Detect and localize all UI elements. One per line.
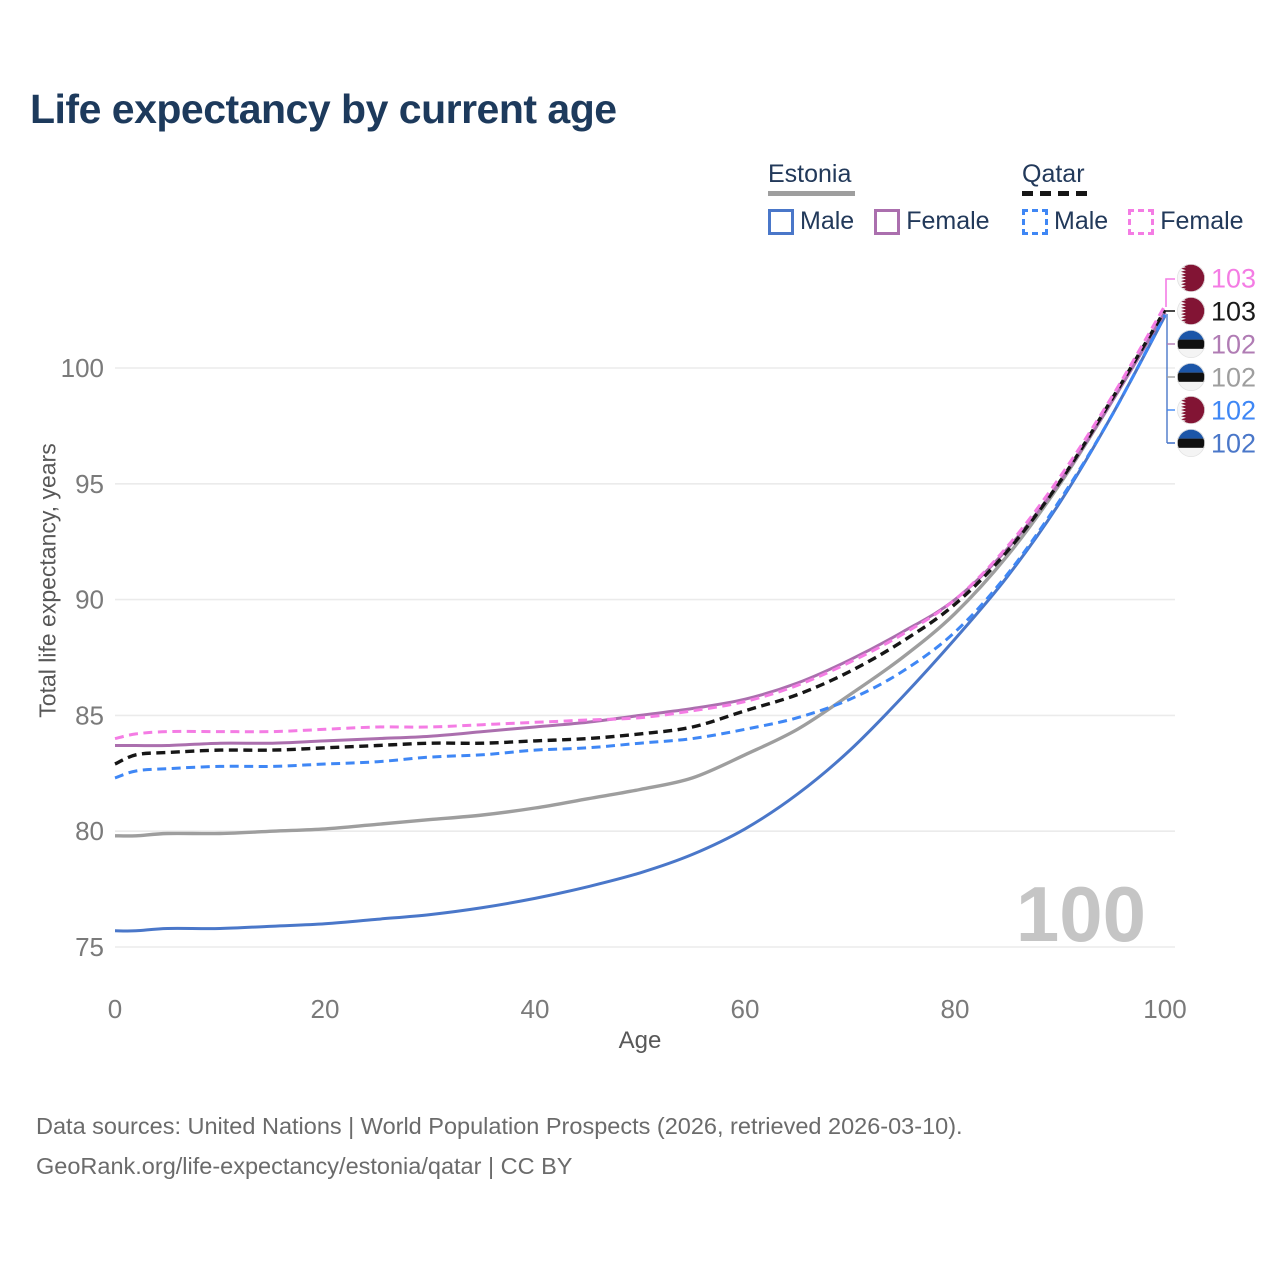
end-label-estonia-both-sexes: 102 (1177, 363, 1256, 393)
y-tick-label: 85 (75, 700, 104, 730)
legend-qatar-female-swatch[interactable] (1128, 208, 1155, 235)
end-label-qatar-female: 103 (1177, 264, 1256, 294)
end-label-qatar-both-sexes: 103 (1177, 297, 1256, 327)
legend-qatar-male-label[interactable]: Male (1054, 207, 1109, 235)
legend-qatar-female-label[interactable]: Female (1160, 207, 1244, 235)
series-line-qatar-both[interactable] (114, 309, 1167, 766)
end-label-value: 102 (1211, 330, 1256, 360)
y-tick-label: 100 (61, 353, 104, 383)
y-axis-title: Total life expectancy, years (34, 443, 61, 718)
x-axis-title: Age (619, 1027, 662, 1054)
x-tick-label: 100 (1143, 994, 1186, 1024)
x-tick-label: 60 (731, 994, 760, 1024)
end-label-value: 103 (1211, 297, 1256, 327)
chart-title: Life expectancy by current age (30, 86, 617, 132)
grid: 75 80 85 90 95 100 0 20 40 60 80 100 Age (61, 353, 1187, 1054)
age-watermark: 100 (1016, 870, 1146, 958)
legend-estonia-label[interactable]: Estonia (768, 160, 852, 188)
series-line-estonia-both[interactable] (114, 311, 1167, 838)
legend-estonia-female-swatch[interactable] (874, 208, 901, 235)
end-label-value: 102 (1211, 363, 1256, 393)
estonia-flag-icon (1177, 363, 1205, 391)
source-line-1: Data sources: United Nations | World Pop… (36, 1113, 963, 1139)
end-label-value: 103 (1211, 264, 1256, 294)
estonia-flag-icon (1177, 429, 1205, 457)
source-line-2: GeoRank.org/life-expectancy/estonia/qata… (36, 1153, 573, 1179)
x-tick-label: 40 (521, 994, 550, 1024)
qatar-flag-icon (1177, 264, 1205, 292)
end-label-qatar-male: 102 (1177, 396, 1256, 426)
legend-qatar-both-swatch[interactable] (1022, 191, 1090, 196)
legend-group-estonia: Estonia Male Female (768, 160, 1010, 236)
legend-qatar-label[interactable]: Qatar (1022, 160, 1085, 188)
qatar-flag-icon (1177, 396, 1205, 424)
end-label-leaders (1165, 278, 1175, 444)
legend-qatar-male-swatch[interactable] (1022, 208, 1048, 235)
legend-group-qatar: Qatar Male Female (1022, 160, 1264, 236)
series-line-qatar-female[interactable] (114, 304, 1167, 741)
legend-estonia-male-label[interactable]: Male (800, 207, 855, 235)
series-line-qatar-male[interactable] (114, 314, 1167, 780)
y-tick-label: 75 (75, 932, 104, 962)
end-label-value: 102 (1211, 396, 1256, 426)
x-tick-label: 0 (108, 994, 122, 1024)
end-label-estonia-female: 102 (1177, 330, 1256, 360)
series-line-estonia-male[interactable] (114, 315, 1167, 933)
y-tick-label: 90 (75, 585, 104, 615)
series-lines (114, 304, 1167, 933)
x-tick-label: 80 (941, 994, 970, 1024)
x-tick-label: 20 (311, 994, 340, 1024)
end-label-estonia-male: 102 (1177, 429, 1256, 459)
source-footer: Data sources: United Nations | World Pop… (36, 1106, 963, 1186)
qatar-flag-icon (1177, 297, 1205, 325)
y-tick-label: 80 (75, 816, 104, 846)
y-tick-label: 95 (75, 469, 104, 499)
legend-estonia-male-swatch[interactable] (768, 208, 794, 235)
end-label-value: 102 (1211, 429, 1256, 459)
legend-estonia-female-label[interactable]: Female (906, 207, 990, 235)
legend-estonia-both-swatch[interactable] (768, 191, 855, 196)
series-line-estonia-female[interactable] (115, 311, 1167, 748)
estonia-flag-icon (1177, 330, 1205, 358)
